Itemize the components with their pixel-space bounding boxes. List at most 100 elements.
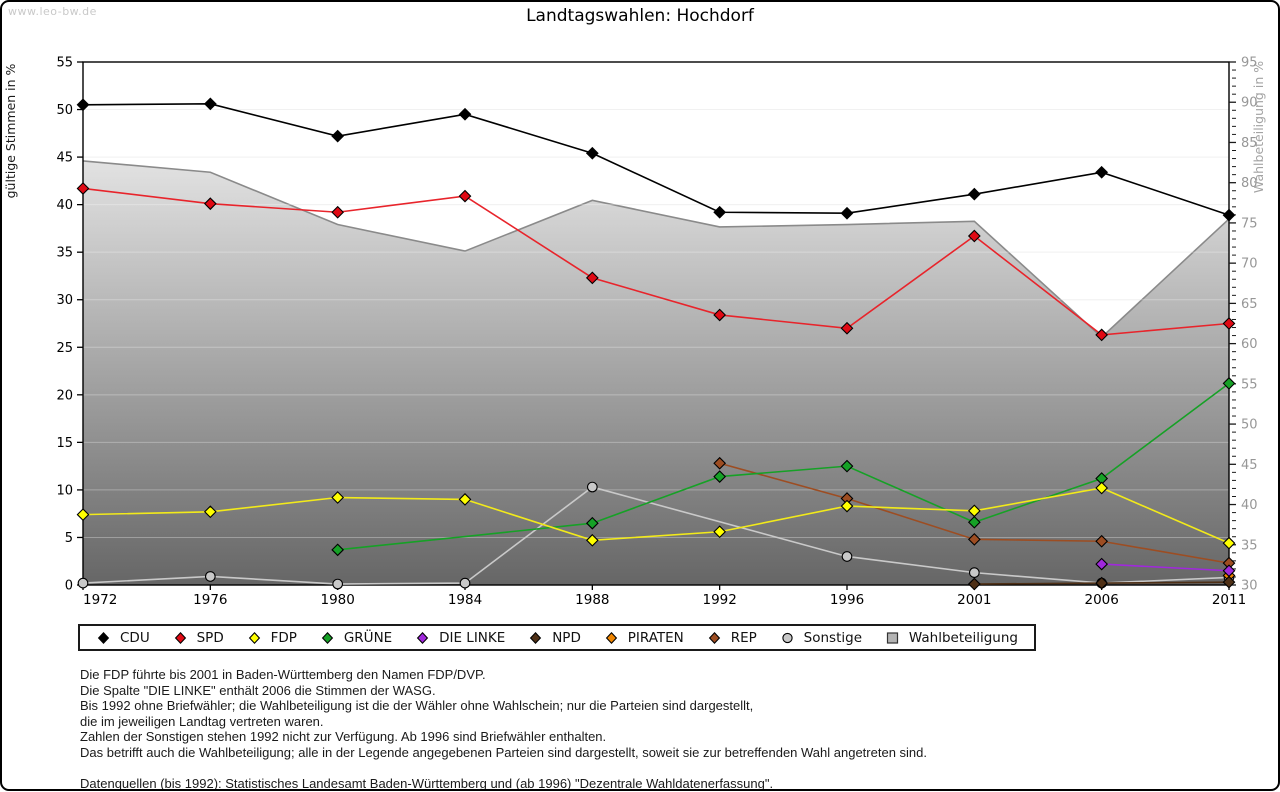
legend-item-npd: NPD (528, 630, 581, 646)
svg-text:60: 60 (1241, 337, 1258, 352)
data-point (840, 206, 854, 220)
x-tick-label: 2001 (957, 592, 991, 608)
legend-item-rep: REP (707, 630, 757, 646)
data-point (840, 459, 854, 473)
legend-label: CDU (120, 629, 150, 646)
data-point (585, 146, 599, 160)
legend-item-piraten: PIRATEN (604, 630, 684, 646)
data-point (1222, 317, 1236, 330)
legend-item-spd: SPD (173, 630, 224, 646)
series-npd (967, 575, 1236, 591)
data-point (968, 567, 980, 578)
data-point (1095, 557, 1109, 571)
data-point (77, 577, 89, 589)
data-point (967, 187, 981, 201)
footnote-line: Das betrifft auch die Wahlbeteiligung; a… (80, 744, 927, 760)
svg-text:40: 40 (56, 198, 73, 213)
series-rep (713, 456, 1236, 570)
svg-text:55: 55 (1241, 377, 1258, 392)
data-point (76, 182, 90, 195)
legend: CDU SPD FDP GRÜNE DIE LINKE NPD PIRATEN REP Sons… (78, 624, 1036, 651)
svg-text:15: 15 (56, 436, 73, 451)
svg-text:40: 40 (1241, 498, 1258, 513)
data-point (331, 205, 345, 219)
data-point (1222, 208, 1236, 222)
svg-text:50: 50 (56, 103, 73, 118)
svg-text:75: 75 (1241, 216, 1258, 231)
footnote-line: Die FDP führte bis 2001 in Baden-Württem… (80, 667, 486, 682)
gridlines-over (83, 109, 1229, 538)
data-point (1222, 536, 1236, 550)
left-axis-title: gültige Stimmen in % (3, 63, 18, 198)
series-wahlbeteiligung (82, 160, 1230, 585)
legend-item-fdp: FDP (247, 630, 297, 646)
legend-item-grüne: GRÜNE (320, 630, 392, 646)
data-point (713, 308, 727, 322)
svg-text:35: 35 (56, 246, 73, 261)
legend-label: NPD (552, 629, 581, 646)
data-point (76, 98, 90, 112)
svg-text:80: 80 (1241, 176, 1258, 191)
page-title: Landtagswahlen: Hochdorf (526, 6, 754, 26)
svg-text:50: 50 (1241, 418, 1258, 433)
x-tick-label: 1980 (320, 592, 354, 608)
legend-label: PIRATEN (627, 629, 684, 646)
wahlbeteiligung-marker-icon (886, 632, 899, 644)
npd-marker-icon (530, 631, 542, 645)
piraten-marker-icon (605, 631, 617, 645)
data-point (1095, 165, 1109, 179)
data-point (967, 577, 981, 591)
data-point (967, 532, 981, 546)
footnote-line: Zahlen der Sonstigen stehen 1992 nicht z… (80, 729, 607, 745)
data-point (1222, 575, 1236, 589)
data-point (76, 508, 90, 522)
data-point (713, 525, 727, 539)
data-point (1095, 328, 1109, 342)
data-point (586, 481, 598, 493)
data-point (967, 515, 981, 529)
die-linke-marker-icon (416, 631, 429, 645)
footnote-line: Bis 1992 ohne Briefwähler; die Wahlbetei… (80, 698, 754, 714)
data-point (713, 470, 727, 483)
legend-label: Wahlbeteiligung (908, 629, 1018, 646)
svg-text:35: 35 (1241, 538, 1258, 553)
svg-text:70: 70 (1241, 257, 1258, 272)
data-point (332, 578, 344, 590)
footnote-line: Datenquellen (bis 1992): Statistisches L… (80, 776, 774, 792)
x-tick-label: 1972 (83, 592, 117, 608)
svg-text:55: 55 (56, 56, 73, 71)
svg-text:5: 5 (65, 531, 73, 546)
data-point (1222, 564, 1236, 578)
x-tick-label: 1984 (448, 592, 482, 608)
series-fdp (76, 481, 1236, 550)
left-axis: 0 5 10 15 20 25 30 35 40 45 50 55 (56, 56, 83, 594)
right-axis: 30 35 40 45 50 55 60 65 70 75 80 85 90 95 (1229, 56, 1258, 594)
data-point (967, 229, 981, 243)
legend-item-wahlbeteiligung: Wahlbeteiligung (885, 630, 1018, 646)
svg-text:0: 0 (65, 579, 73, 594)
data-point (331, 491, 345, 504)
data-point (331, 129, 345, 143)
legend-item-sonstige: Sonstige (780, 630, 862, 646)
legend-label: GRÜNE (343, 629, 393, 646)
data-point (459, 577, 471, 589)
svg-text:95: 95 (1241, 56, 1258, 71)
fdp-marker-icon (248, 631, 260, 645)
legend-label: DIE LINKE (439, 629, 506, 646)
footnote-line: Die Spalte "DIE LINKE" enthält 2006 die … (80, 682, 436, 698)
x-tick-label: 1988 (575, 592, 609, 608)
data-point (1095, 534, 1109, 548)
svg-text:45: 45 (1241, 458, 1258, 473)
right-axis-title: Wahlbeteiligung in % (1251, 61, 1266, 193)
cdu-marker-icon (97, 631, 110, 645)
x-axis: 1972 1976 1980 1984 1988 1992 1996 2001 2006 2011 (82, 585, 1246, 608)
legend-label: REP (730, 629, 757, 646)
data-point (585, 533, 599, 547)
svg-text:10: 10 (56, 483, 73, 498)
data-point (713, 456, 727, 470)
data-point (204, 571, 216, 582)
series-grüne (331, 377, 1236, 557)
svg-text:30: 30 (56, 293, 73, 308)
svg-text:85: 85 (1241, 136, 1258, 151)
svg-text:25: 25 (56, 341, 73, 356)
